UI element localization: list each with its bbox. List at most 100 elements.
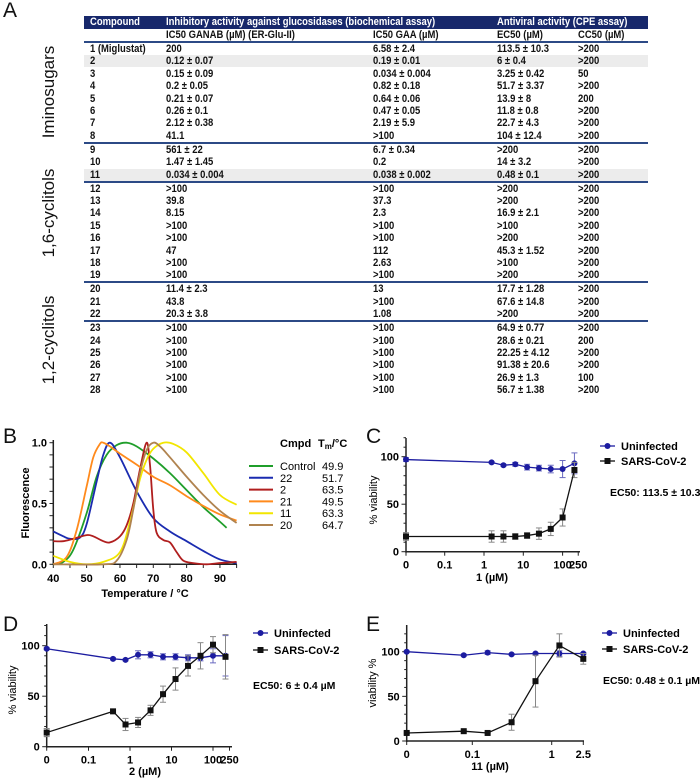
cell-ec50: 64.9 ± 0.77 [497,322,545,335]
data-point [500,533,507,540]
group-separator [84,281,648,284]
curve-2 [53,441,237,566]
cell-gaa: >100 [373,334,395,347]
panel-letter-b: B [3,425,18,448]
data-point [500,462,507,469]
header-compound: Compound [90,16,140,28]
cell-compound: 24 [90,334,101,347]
cell-ec50: >200 [497,232,519,245]
subheader-gaa: IC50 GAA (µM) [373,29,439,41]
data-point [512,461,519,468]
x-tick-label: 250 [569,560,587,572]
x-tick-label: 80 [180,573,192,585]
data-point [147,707,154,714]
data-point [556,642,563,649]
legend-label: Uninfected [621,441,678,453]
x-tick-label: 0.1 [465,749,480,761]
cell-ec50: 56.7 ± 1.38 [497,384,545,397]
data-point [524,464,531,471]
header-inhibitory: Inhibitory activity against glucosidases… [166,16,436,28]
panel-letter-d: D [3,613,19,636]
y-axis-label: Fluorescence [20,468,32,539]
data-point [532,678,539,685]
data-point [172,676,179,683]
cell-ec50: 91.38 ± 20.6 [497,359,550,372]
cell-cc50: >200 [578,219,600,232]
cell-ganab: >100 [166,219,188,232]
cell-ec50: 22.7 ± 4.3 [497,117,540,130]
data-point [524,532,531,539]
data-point [460,652,467,659]
cell-ganab: 43.8 [166,295,185,308]
cell-compound: 6 [90,105,96,117]
cell-ganab: >100 [166,322,188,335]
curve-20 [53,441,238,566]
data-point [222,653,229,660]
data-point [580,655,587,662]
y-tick-label: 0.5 [32,499,47,511]
cell-cc50: >200 [578,143,600,156]
x-tick-label: 0.1 [81,755,96,767]
cell-compound: 4 [90,80,96,93]
curve-21 [52,441,237,566]
cell-cc50: >200 [578,105,600,117]
cell-gaa: >100 [373,322,395,335]
data-point [160,653,167,660]
legend-label: SARS-CoV-2 [274,645,339,657]
cell-ec50: >200 [497,182,519,195]
cell-gaa: 6.7 ± 0.34 [373,143,416,156]
cell-compound: 14 [90,207,101,220]
data-point [403,533,409,540]
cell-compound: 9 [90,143,96,156]
data-point [535,530,542,537]
cell-ganab: >100 [166,334,188,347]
cell-gaa: 1.08 [373,308,392,321]
x-tick-label: 100 [553,560,571,572]
cell-ganab: >100 [166,371,188,384]
cell-compound: 11 [90,168,101,181]
y-tick-label: 50 [387,499,399,511]
cell-ganab: >100 [166,359,188,372]
cell-gaa: 0.47 ± 0.05 [373,105,421,117]
cell-ganab: 39.8 [166,195,185,207]
table-header-bar [84,16,648,29]
y-tick-label: 50 [27,691,39,703]
cell-ec50: >100 [497,257,519,269]
cell-cc50: >200 [578,232,600,245]
cell-cc50: >200 [578,129,600,142]
cell-ec50: >200 [497,269,519,282]
cell-compound: 20 [90,283,101,296]
data-point [535,465,542,472]
cell-gaa: 0.19 ± 0.01 [373,55,421,68]
subheader-cc50: CC50 (µM) [578,29,625,41]
ec50-annotation: EC50: 0.48 ± 0.1 µM [603,675,700,687]
y-tick-label: 0 [394,736,400,748]
cell-cc50: >200 [578,257,600,269]
data-point [122,656,129,663]
cell-ec50: 0.48 ± 0.1 [497,168,540,181]
cell-gaa: >100 [373,384,395,397]
cell-compound: 17 [90,244,101,257]
x-tick-label: 0.1 [437,560,452,572]
legend-header-tm-part: T [318,438,325,450]
x-axis-label: 1 (µM) [476,572,508,584]
cell-ganab: 0.2 ± 0.05 [166,80,209,93]
cell-ec50: 13.9 ± 8 [497,92,532,105]
cell-ec50: 14 ± 3.2 [497,156,532,169]
cell-gaa: >100 [373,269,395,282]
cell-ganab: 2.12 ± 0.38 [166,117,214,130]
x-tick-label: 0 [403,560,409,572]
x-tick-label: 1 [127,755,133,767]
x-tick-label: 10 [165,755,177,767]
data-point [197,652,204,659]
cell-compound: 5 [90,92,96,105]
data-point [484,649,491,656]
cell-ganab: >100 [166,384,188,397]
cell-cc50: >200 [578,244,600,257]
cell-gaa: 6.58 ± 2.4 [373,43,416,55]
cell-compound: 3 [90,67,96,80]
cell-ganab: 0.26 ± 0.1 [166,105,209,117]
ec50-annotation: EC50: 113.5 ± 10.3 µM [610,487,700,499]
cell-ganab: >100 [166,232,188,245]
